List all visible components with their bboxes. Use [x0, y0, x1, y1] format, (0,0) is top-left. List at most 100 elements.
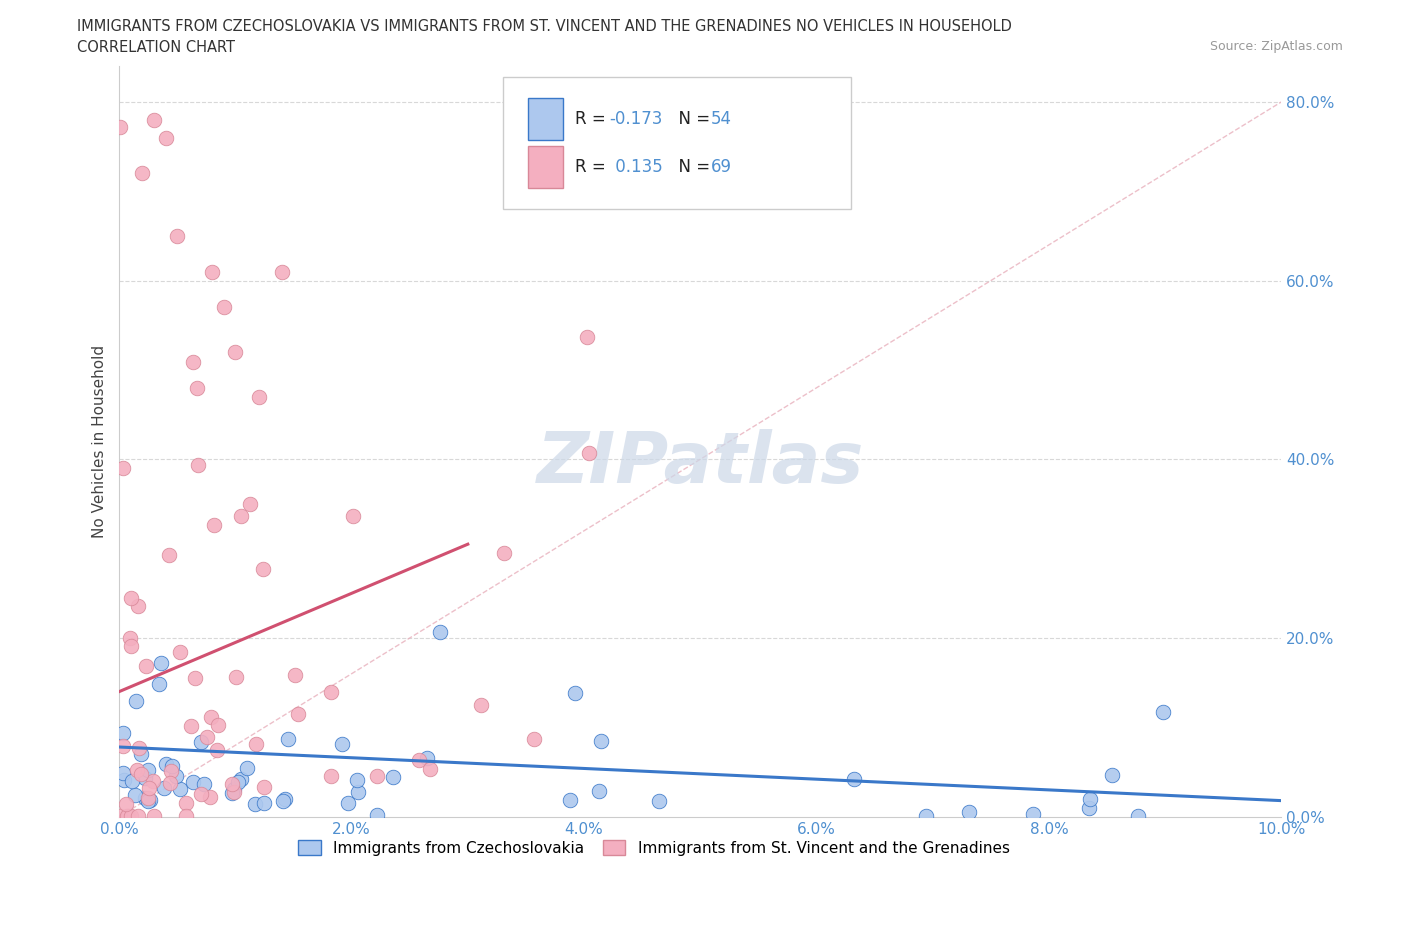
Point: [187, 458, 209, 472]
Point: [125, 694, 148, 709]
Point: [224, 782, 246, 797]
Point: [470, 698, 492, 713]
FancyBboxPatch shape: [503, 77, 852, 208]
Text: R =: R =: [575, 111, 610, 128]
Point: [591, 733, 613, 748]
Point: [139, 793, 162, 808]
Point: [112, 726, 135, 741]
Point: [1101, 768, 1123, 783]
Point: [226, 775, 249, 790]
Point: [270, 264, 292, 279]
Point: [131, 766, 153, 781]
Point: [578, 445, 600, 460]
Point: [138, 780, 160, 795]
Point: [136, 763, 159, 777]
Point: [494, 546, 516, 561]
Text: ZIPatlas: ZIPatlas: [537, 430, 863, 498]
Point: [252, 562, 274, 577]
Point: [142, 773, 165, 788]
Point: [112, 772, 135, 787]
Point: [205, 742, 228, 757]
Point: [429, 625, 451, 640]
Legend: Immigrants from Czechoslovakia, Immigrants from St. Vincent and the Grenadines: Immigrants from Czechoslovakia, Immigran…: [292, 834, 1015, 861]
Point: [134, 790, 156, 805]
Point: [284, 668, 307, 683]
Point: [274, 792, 297, 807]
Text: 0.135: 0.135: [610, 158, 662, 177]
Point: [111, 738, 134, 753]
Point: [245, 737, 267, 751]
Point: [111, 765, 134, 780]
Point: [134, 771, 156, 786]
Point: [225, 670, 247, 684]
Point: [121, 774, 143, 789]
Point: [195, 729, 218, 744]
Y-axis label: No Vehicles in Household: No Vehicles in Household: [93, 345, 107, 538]
Bar: [529, 146, 564, 188]
Point: [416, 751, 439, 765]
Point: [184, 671, 207, 685]
Point: [190, 734, 212, 749]
Point: [127, 763, 149, 777]
Point: [159, 776, 181, 790]
Point: [222, 785, 245, 800]
Point: [844, 772, 866, 787]
Point: [108, 120, 131, 135]
Point: [150, 656, 173, 671]
Text: 69: 69: [710, 158, 731, 177]
Point: [128, 741, 150, 756]
Point: [229, 772, 252, 787]
Point: [131, 166, 153, 180]
Point: [1078, 801, 1101, 816]
Point: [200, 710, 222, 724]
Point: [252, 779, 274, 794]
Point: [143, 113, 166, 127]
Point: [160, 759, 183, 774]
Point: [165, 769, 187, 784]
Point: [157, 548, 180, 563]
Point: [224, 345, 246, 360]
Point: [212, 300, 235, 315]
Point: [181, 775, 204, 790]
Point: [575, 329, 598, 344]
Point: [408, 752, 430, 767]
Point: [366, 768, 388, 783]
Point: [127, 598, 149, 613]
Point: [124, 788, 146, 803]
Point: [957, 805, 980, 820]
Point: [1128, 808, 1150, 823]
Point: [174, 808, 197, 823]
Point: [166, 229, 188, 244]
Point: [346, 773, 368, 788]
Text: Source: ZipAtlas.com: Source: ZipAtlas.com: [1209, 40, 1343, 53]
Text: R =: R =: [575, 158, 610, 177]
Text: IMMIGRANTS FROM CZECHOSLOVAKIA VS IMMIGRANTS FROM ST. VINCENT AND THE GRENADINES: IMMIGRANTS FROM CZECHOSLOVAKIA VS IMMIGR…: [77, 19, 1012, 33]
Point: [181, 354, 204, 369]
Point: [120, 639, 142, 654]
Point: [560, 792, 582, 807]
Point: [347, 785, 370, 800]
Point: [271, 794, 294, 809]
Text: N =: N =: [668, 111, 716, 128]
Point: [319, 684, 342, 699]
Point: [120, 808, 142, 823]
Point: [337, 796, 360, 811]
Point: [129, 747, 152, 762]
Text: -0.173: -0.173: [610, 111, 664, 128]
Text: N =: N =: [668, 158, 716, 177]
Point: [180, 719, 202, 734]
Point: [207, 717, 229, 732]
Point: [169, 782, 191, 797]
Point: [243, 796, 266, 811]
Point: [1078, 791, 1101, 806]
Point: [247, 390, 270, 405]
Point: [115, 808, 138, 823]
Point: [382, 770, 405, 785]
Point: [1152, 704, 1174, 719]
Point: [321, 769, 343, 784]
Point: [231, 509, 253, 524]
Point: [153, 780, 176, 795]
Point: [117, 808, 139, 823]
Point: [221, 786, 243, 801]
Point: [330, 737, 353, 751]
